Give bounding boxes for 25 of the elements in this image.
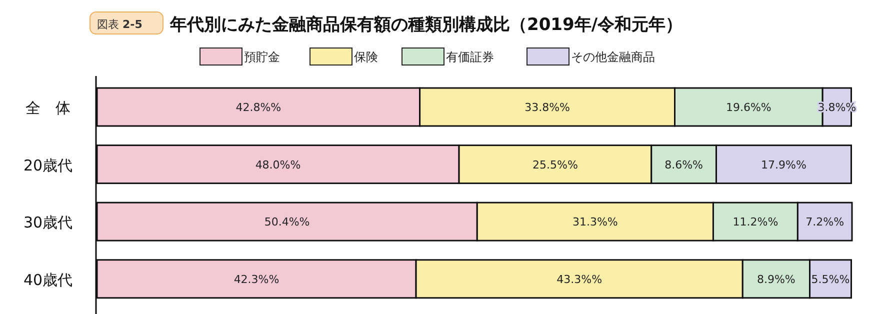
data-label: 7.2%% bbox=[806, 216, 844, 229]
y-tick-label: 20歳代 bbox=[23, 156, 73, 174]
legend-label: 保険 bbox=[354, 50, 378, 64]
data-label: 48.0%% bbox=[255, 158, 301, 172]
text: 図表 2-5 bbox=[97, 18, 142, 31]
data-label: 5.5%% bbox=[811, 272, 850, 286]
data-label: 19.6%% bbox=[726, 101, 772, 114]
legend-label: 有価証券 bbox=[446, 50, 494, 64]
data-label: 25.5%% bbox=[532, 158, 578, 172]
data-label: 17.9%% bbox=[761, 158, 806, 172]
data-label: 31.3%% bbox=[572, 216, 618, 229]
y-tick-label: 40歳代 bbox=[23, 270, 73, 289]
data-label: 8.6%% bbox=[664, 158, 704, 172]
data-label: 50.4%% bbox=[264, 216, 310, 229]
legend-label: 預貯金 bbox=[244, 50, 280, 64]
data-label: 42.8%% bbox=[236, 101, 282, 114]
legend-label: その他金融商品 bbox=[571, 50, 655, 64]
data-label: 42.3%% bbox=[234, 272, 280, 286]
y-tick-label: 全 体 bbox=[26, 99, 70, 117]
data-label: 43.3%% bbox=[556, 272, 602, 286]
data-label: 33.8%% bbox=[524, 101, 570, 114]
y-tick-label: 30歳代 bbox=[23, 214, 73, 232]
chart-title: 年代別にみた金融商品保有額の種類別構成比（2019年/令和元年） bbox=[169, 15, 683, 35]
data-label: 11.2%% bbox=[732, 216, 778, 229]
data-label: 8.9%% bbox=[756, 272, 796, 286]
